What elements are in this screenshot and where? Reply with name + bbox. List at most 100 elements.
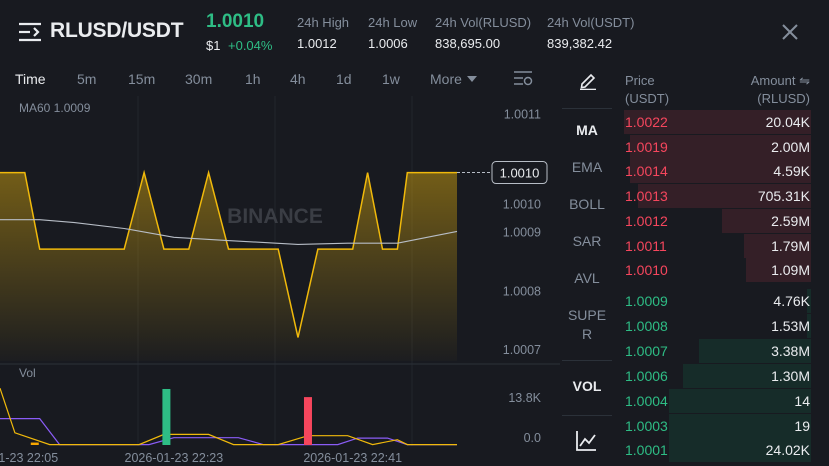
stat-value: 1.0006: [368, 36, 408, 51]
more-label: More: [430, 71, 462, 87]
orderbook-bid-row[interactable]: 1.0004 14: [614, 388, 829, 413]
time-axis-label: 2026-01-23 22:23: [125, 451, 224, 465]
depth-bar: [624, 110, 811, 134]
time-axis-label: 2026-01-23 22:41: [303, 451, 402, 465]
orderbook-bid-row[interactable]: 1.0006 1.30M: [614, 363, 829, 388]
orderbook-price: 1.0019: [625, 138, 668, 155]
volume-ma-line-purple: [0, 418, 457, 446]
stat-value: 839,382.42: [547, 36, 613, 51]
price-axis-tick: 1.0007: [503, 343, 541, 357]
orderbook-amount: 1.30M: [771, 367, 810, 384]
depth-bar: [683, 363, 811, 388]
divider: [562, 415, 612, 416]
orderbook-price: 1.0001: [625, 442, 668, 459]
chevron-down-icon: [466, 76, 477, 82]
volume-bar: [30, 442, 39, 445]
stat-24h-vol-quote: 24h Vol(USDT) 839,382.42: [547, 15, 634, 51]
stat-label: 24h Vol(RLUSD): [435, 15, 532, 30]
orderbook-amount: 705.31K: [757, 188, 810, 205]
divider: [562, 108, 612, 109]
time-axis-label: 01-23 22:05: [0, 451, 58, 465]
orderbook-amount: 1.09M: [771, 262, 810, 279]
tab-5m[interactable]: 5m: [77, 71, 97, 87]
price-axis-tick: 1.0009: [503, 225, 541, 239]
orderbook-amount-header[interactable]: Amount ⇋ (RLUSD): [750, 73, 810, 106]
orderbook-amount: 20.04K: [765, 114, 810, 130]
orderbook-amount: 4.59K: [773, 163, 810, 180]
stat-24h-high: 24h High 1.0012: [297, 15, 349, 51]
orderbook-amount: 1.79M: [771, 237, 810, 254]
indicator-super[interactable]: SUPE R: [567, 307, 607, 342]
orderbook-price: 1.0022: [625, 114, 668, 130]
menu-icon[interactable]: [18, 22, 42, 42]
orderbook-amount: 2.00M: [771, 138, 810, 155]
indicator-boll[interactable]: BOLL: [569, 196, 605, 212]
tab-1h[interactable]: 1h: [245, 71, 261, 87]
orderbook-ask-row[interactable]: 1.0011 1.79M: [614, 233, 829, 258]
orderbook-bid-row[interactable]: 1.0001 24.02K: [614, 438, 829, 463]
orderbook-price: 1.0006: [625, 367, 668, 384]
indicator-sar[interactable]: SAR: [572, 233, 602, 249]
depth-bar: [699, 338, 811, 363]
vol-label: Vol: [19, 366, 36, 380]
orderbook-price: 1.0004: [625, 392, 668, 409]
orderbook-price: 1.0014: [625, 163, 668, 180]
orderbook-amount: 14: [794, 392, 810, 409]
price-axis-tick: 1.0010: [503, 198, 541, 212]
tab-15m[interactable]: 15m: [128, 71, 156, 87]
orderbook-price: 1.0008: [625, 317, 668, 334]
header: RLUSD/USDT 1.0010 $1 +0.04% 24h High 1.0…: [0, 0, 829, 62]
orderbook-amount: 24.02K: [765, 442, 810, 459]
depth-bar: [630, 134, 811, 159]
last-price: 1.0010: [206, 11, 265, 32]
orderbook-amount: 3.38M: [771, 342, 810, 359]
orderbook-ask-row[interactable]: 1.0013 705.31K: [614, 184, 829, 209]
orderbook-bid-row[interactable]: 1.0009 4.76K: [614, 289, 829, 313]
chart-settings-icon[interactable]: [513, 70, 533, 88]
usd-price: $1: [206, 38, 221, 53]
price-line: [0, 169, 457, 338]
indicator-ma[interactable]: MA: [576, 122, 598, 138]
indicator-avl[interactable]: AVL: [574, 270, 600, 286]
orderbook-price: 1.0009: [625, 293, 668, 309]
price-axis-tick: 1.0011: [504, 108, 541, 122]
pair-title[interactable]: RLUSD/USDT: [50, 19, 184, 42]
volume-bar: [303, 397, 312, 445]
volume-bar: [162, 388, 171, 445]
stat-value: 838,695.00: [435, 36, 501, 51]
orderbook-ask-row[interactable]: 1.0019 2.00M: [614, 134, 829, 159]
pencil-icon[interactable]: [578, 70, 598, 90]
depth-bar: [669, 438, 811, 463]
orderbook-ask-row[interactable]: 1.0014 4.59K: [614, 159, 829, 184]
price-axis-tick: 1.0008: [503, 284, 541, 298]
price-chart[interactable]: BINANCE 1.0010 1.0011 1.0010 1.0009 1.0008 1…: [0, 96, 560, 466]
stat-24h-vol-base: 24h Vol(RLUSD) 838,695.00: [435, 15, 531, 51]
more-timeframes-button[interactable]: More: [430, 71, 477, 87]
depth-bar: [638, 184, 811, 209]
tab-4h[interactable]: 4h: [290, 71, 306, 87]
indicator-vol[interactable]: VOL: [572, 378, 602, 394]
orderbook-ask-row[interactable]: 1.0012 2.59M: [614, 208, 829, 233]
orderbook-price: 1.0012: [625, 212, 668, 229]
depth-bar: [807, 313, 811, 338]
indicator-ema[interactable]: EMA: [571, 159, 603, 175]
stat-label: 24h High: [297, 15, 350, 30]
depth-bar: [669, 388, 811, 413]
tab-time[interactable]: Time: [15, 71, 46, 87]
current-price-tag: [491, 161, 548, 185]
tab-1w[interactable]: 1w: [382, 71, 400, 87]
orderbook-bid-row[interactable]: 1.0007 3.38M: [614, 338, 829, 363]
orderbook-bid-row[interactable]: 1.0008 1.53M: [614, 313, 829, 338]
tab-30m[interactable]: 30m: [185, 71, 213, 87]
close-icon[interactable]: [779, 21, 801, 43]
binance-watermark: BINANCE: [227, 205, 323, 228]
orderbook-ask-row[interactable]: 1.0010 1.09M: [614, 258, 829, 283]
tab-1d[interactable]: 1d: [336, 71, 352, 87]
orderbook-amount: 4.76K: [773, 293, 810, 309]
line-graph-icon[interactable]: [575, 430, 597, 452]
depth-bar: [807, 289, 811, 313]
stat-label: 24h Vol(USDT): [547, 15, 635, 30]
orderbook-ask-row[interactable]: 1.0022 20.04K: [614, 110, 829, 134]
orderbook-bid-row[interactable]: 1.0003 19: [614, 413, 829, 438]
ma60-label: MA60 1.0009: [19, 101, 91, 115]
